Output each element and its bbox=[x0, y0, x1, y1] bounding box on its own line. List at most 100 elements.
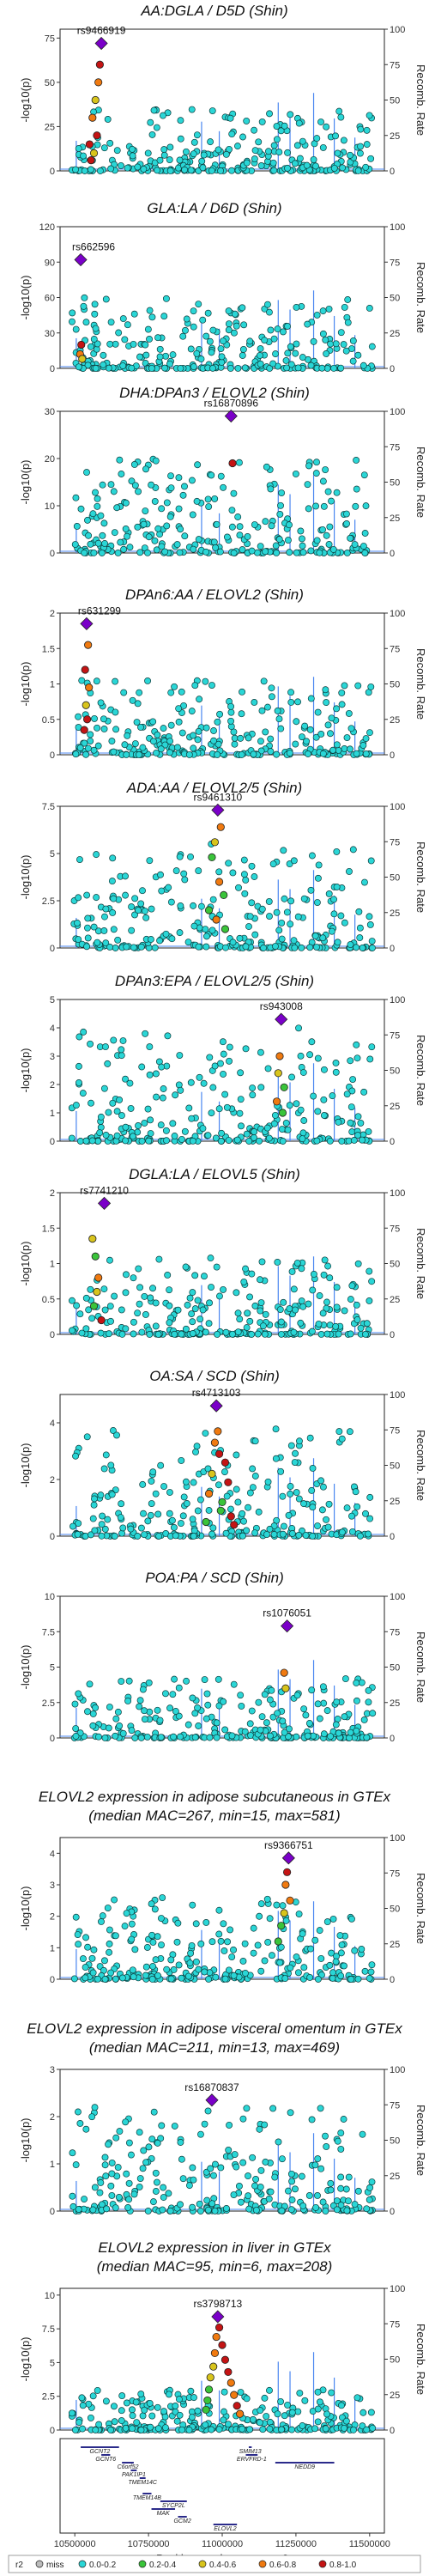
locus-panel-9: POA:PA / SCD (Shin)02.557.5100255075100-… bbox=[19, 1570, 427, 1744]
snp-point bbox=[162, 1127, 170, 1134]
snp-point bbox=[257, 1299, 265, 1306]
snp-point bbox=[299, 137, 306, 145]
snp-point bbox=[308, 1327, 316, 1335]
snp-point bbox=[216, 1292, 223, 1300]
snp-point bbox=[73, 523, 81, 530]
snp-point bbox=[144, 549, 151, 556]
snp-point bbox=[323, 1918, 331, 1926]
snp-point bbox=[294, 913, 302, 920]
snp-point bbox=[136, 2175, 144, 2183]
snp-point bbox=[136, 1284, 144, 1291]
snp-point bbox=[274, 2410, 281, 2418]
snp-point bbox=[114, 1708, 122, 1716]
snp-point bbox=[316, 1715, 323, 1722]
snp-point bbox=[356, 1532, 364, 1540]
snp-point bbox=[257, 1048, 264, 1056]
snp-point bbox=[359, 2130, 366, 2138]
snp-point bbox=[185, 2182, 193, 2190]
snp-point bbox=[261, 1330, 269, 1338]
snp-point bbox=[353, 1054, 361, 1062]
snp-point bbox=[131, 911, 138, 919]
snp-point bbox=[275, 149, 283, 156]
snp-point bbox=[101, 1976, 109, 1983]
snp-point bbox=[189, 511, 196, 519]
snp-point bbox=[203, 933, 210, 940]
snp-point bbox=[287, 1483, 294, 1490]
snp-point bbox=[241, 1728, 249, 1735]
snp-point bbox=[183, 1500, 190, 1507]
snp-point bbox=[124, 2203, 132, 2211]
snp-point bbox=[211, 495, 219, 502]
snp-point bbox=[334, 2137, 341, 2145]
snp-point bbox=[208, 2426, 215, 2433]
snp-point bbox=[88, 1315, 96, 1322]
y2-tick-label: 50 bbox=[390, 2136, 400, 2147]
snp-point bbox=[322, 2425, 329, 2433]
snp-point bbox=[157, 1461, 165, 1469]
snp-hit-point bbox=[272, 1097, 281, 1106]
snp-point bbox=[175, 1712, 183, 1720]
snp-point bbox=[87, 2414, 94, 2421]
snp-point bbox=[174, 1919, 182, 1927]
snp-point bbox=[169, 1120, 177, 1127]
snp-point bbox=[175, 505, 183, 513]
y-tick-label: 2.5 bbox=[42, 1698, 55, 1709]
snp-point bbox=[137, 2427, 145, 2433]
snp-point bbox=[345, 2197, 352, 2205]
snp-point bbox=[314, 874, 322, 882]
snp-point bbox=[353, 1041, 360, 1048]
legend-frame bbox=[8, 2555, 421, 2573]
snp-point bbox=[366, 2184, 374, 2191]
snp-point bbox=[177, 365, 184, 372]
snp-hit-point bbox=[227, 1512, 235, 1521]
snp-point bbox=[333, 741, 341, 749]
snp-point bbox=[129, 1966, 136, 1974]
snp-point bbox=[311, 932, 319, 939]
snp-point bbox=[231, 310, 239, 318]
snp-point bbox=[204, 309, 212, 317]
snp-point bbox=[318, 364, 326, 372]
snp-point bbox=[84, 924, 91, 932]
snp-point bbox=[309, 1286, 317, 1294]
snp-point bbox=[127, 1104, 135, 1112]
snp-point bbox=[177, 2201, 184, 2208]
snp-point bbox=[225, 2421, 232, 2428]
snp-point bbox=[287, 2109, 294, 2117]
snp-point bbox=[135, 488, 142, 495]
snp-point bbox=[283, 364, 291, 372]
snp-point bbox=[264, 148, 272, 155]
snp-point bbox=[173, 1938, 181, 1946]
snp-point bbox=[366, 1975, 373, 1982]
snp-point bbox=[288, 2196, 296, 2203]
snp-point bbox=[327, 1733, 335, 1741]
snp-point bbox=[182, 1263, 190, 1271]
snp-point bbox=[250, 750, 257, 758]
snp-point bbox=[295, 119, 303, 127]
snp-point bbox=[151, 537, 159, 544]
snp-point bbox=[257, 747, 265, 755]
snp-hit-point bbox=[218, 2341, 227, 2349]
y2-tick-label: 50 bbox=[390, 478, 400, 489]
snp-point bbox=[148, 1900, 155, 1908]
snp-point bbox=[164, 1272, 172, 1279]
snp-point bbox=[266, 1696, 274, 1704]
snp-point bbox=[257, 1967, 265, 1975]
snp-point bbox=[116, 456, 124, 464]
snp-point bbox=[269, 2105, 277, 2112]
snp-point bbox=[180, 702, 188, 709]
snp-point bbox=[69, 1297, 76, 1304]
snp-point bbox=[141, 1531, 148, 1539]
snp-point bbox=[230, 2191, 238, 2199]
snp-point bbox=[69, 1522, 76, 1530]
snp-hit-point bbox=[81, 665, 89, 674]
snp-point bbox=[262, 548, 269, 556]
snp-point bbox=[199, 164, 207, 172]
snp-point bbox=[222, 2205, 230, 2212]
snp-point bbox=[330, 364, 337, 372]
snp-point bbox=[270, 335, 278, 343]
snp-point bbox=[218, 358, 226, 366]
snp-point bbox=[102, 905, 110, 913]
snp-point bbox=[142, 1971, 149, 1979]
snp-point bbox=[179, 2175, 187, 2183]
snp-point bbox=[323, 1707, 331, 1715]
